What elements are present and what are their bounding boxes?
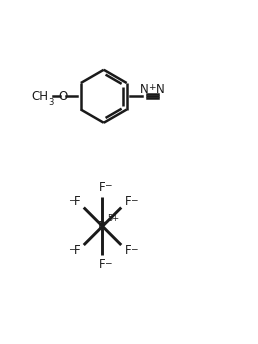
Text: 5+: 5+ bbox=[107, 214, 119, 223]
Text: CH: CH bbox=[31, 90, 48, 103]
Text: F: F bbox=[125, 195, 131, 208]
Text: F: F bbox=[99, 181, 106, 194]
Text: N: N bbox=[156, 83, 164, 96]
Text: O: O bbox=[59, 90, 68, 103]
Text: −: − bbox=[130, 244, 137, 253]
Text: N: N bbox=[140, 83, 149, 96]
Text: P: P bbox=[98, 220, 105, 233]
Text: −: − bbox=[68, 244, 75, 253]
Text: 3: 3 bbox=[48, 98, 54, 107]
Text: −: − bbox=[104, 258, 112, 267]
Text: −: − bbox=[68, 195, 75, 204]
Text: −: − bbox=[104, 181, 112, 190]
Text: +: + bbox=[148, 83, 156, 92]
Text: F: F bbox=[74, 195, 80, 208]
Text: −: − bbox=[130, 195, 137, 204]
Text: F: F bbox=[74, 244, 80, 257]
Text: F: F bbox=[99, 258, 106, 271]
Text: F: F bbox=[125, 244, 131, 257]
